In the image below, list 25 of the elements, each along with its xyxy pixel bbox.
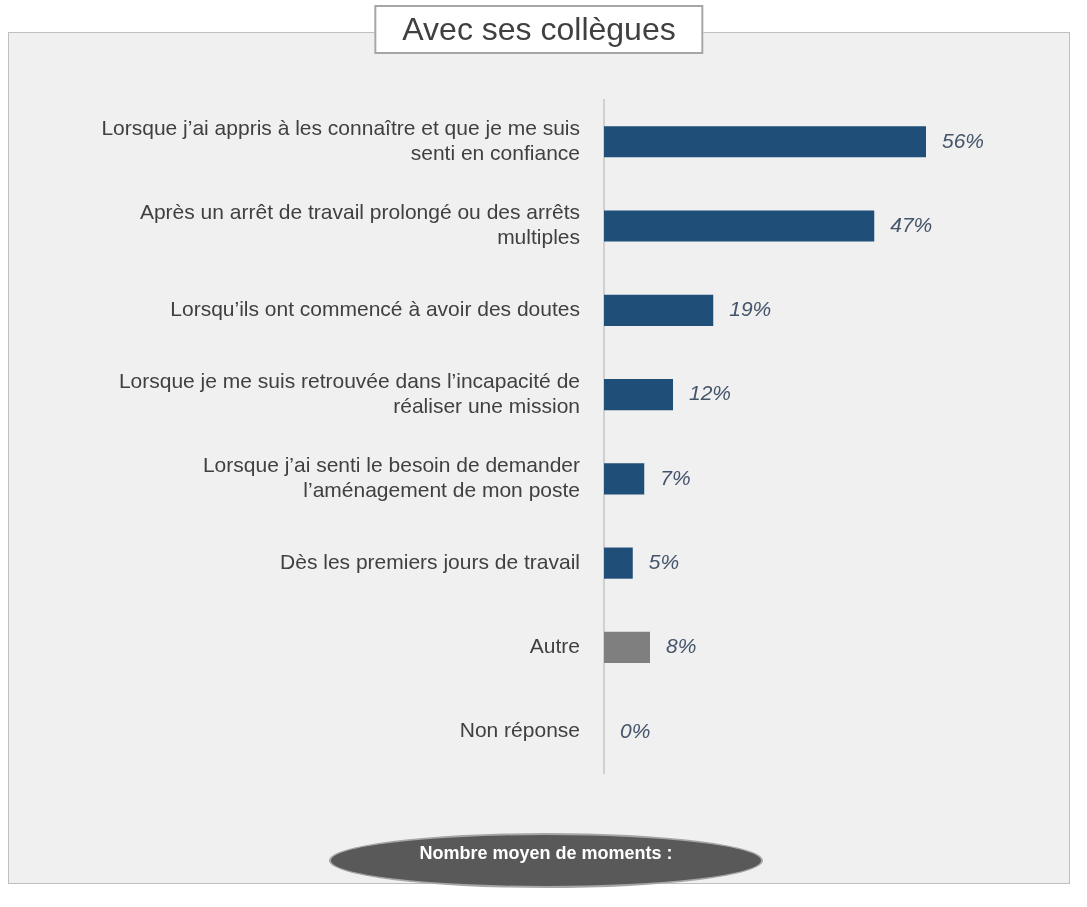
y-tick-label: Lorsque j’ai appris à les connaître et que je me suis senti en confiance — [101, 115, 580, 165]
data-label: 12% — [689, 381, 732, 405]
bar — [604, 463, 645, 495]
y-tick-label: Non réponse — [459, 718, 580, 742]
y-tick-label: Lorsque j’ai senti le besoin de demander l’aménagement de mon poste — [202, 453, 581, 502]
y-tick-label: Dès les premiers jours de travail — [280, 549, 580, 573]
y-tick-label: Après un arrêt de travail prolongé ou des arrêts multiples — [139, 200, 580, 249]
data-label: 47% — [890, 212, 933, 236]
bar — [604, 126, 926, 158]
y-tick-label: Autre — [529, 634, 580, 658]
y-tick-label: Lorsqu’ils ont commencé à avoir des doutes — [170, 297, 580, 321]
bar — [604, 378, 673, 411]
pill-shape: Nombre moyen de moments : — [329, 833, 763, 888]
bar — [604, 210, 875, 242]
data-label: 7% — [660, 465, 691, 489]
bar — [604, 547, 633, 579]
data-label: 5% — [648, 549, 680, 573]
data-label: 56% — [942, 128, 985, 152]
data-label: 19% — [729, 297, 772, 321]
bar — [604, 631, 650, 663]
y-tick-label: Lorsque je me suis retrouvée dans l’incapacité de réaliser une mission — [118, 368, 580, 417]
data-label: 0% — [620, 718, 651, 742]
chart-title: Avec ses collègues — [374, 5, 704, 54]
bar — [604, 294, 714, 326]
data-label: 8% — [666, 634, 697, 658]
